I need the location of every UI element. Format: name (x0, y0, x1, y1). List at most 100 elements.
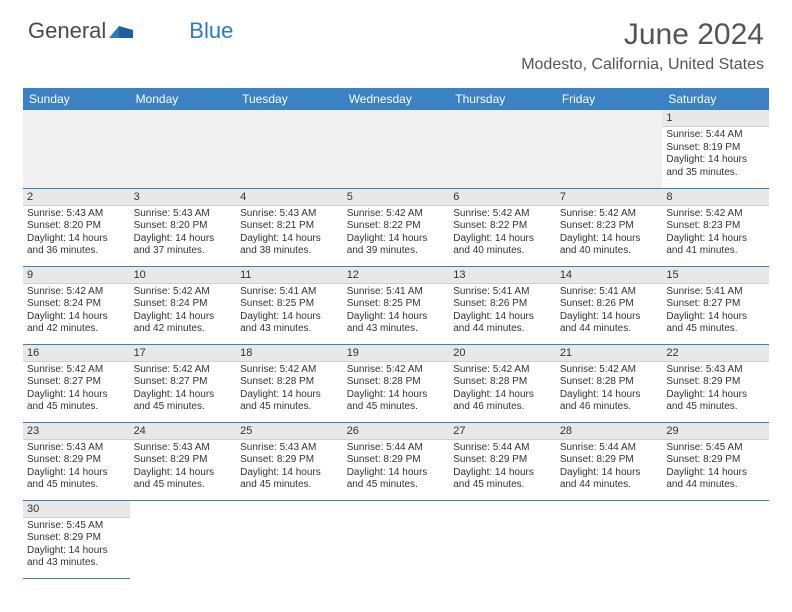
title-block: June 2024 Modesto, California, United St… (521, 18, 764, 74)
calendar-cell: 4Sunrise: 5:43 AMSunset: 8:21 PMDaylight… (236, 188, 343, 266)
day-body: Sunrise: 5:42 AMSunset: 8:24 PMDaylight:… (23, 284, 130, 340)
sunrise-line: Sunrise: 5:42 AM (347, 364, 446, 377)
calendar-cell: 28Sunrise: 5:44 AMSunset: 8:29 PMDayligh… (556, 422, 663, 500)
day-body: Sunrise: 5:42 AMSunset: 8:27 PMDaylight:… (130, 362, 237, 418)
daylight-line: Daylight: 14 hours and 40 minutes. (560, 233, 659, 258)
daylight-line: Daylight: 14 hours and 45 minutes. (240, 389, 339, 414)
sunrise-line: Sunrise: 5:41 AM (347, 286, 446, 299)
sunset-line: Sunset: 8:28 PM (453, 376, 552, 389)
day-body: Sunrise: 5:44 AMSunset: 8:19 PMDaylight:… (662, 127, 769, 183)
calendar-cell (449, 500, 556, 578)
daylight-line: Daylight: 14 hours and 45 minutes. (134, 389, 233, 414)
day-body: Sunrise: 5:45 AMSunset: 8:29 PMDaylight:… (23, 518, 130, 574)
day-body: Sunrise: 5:41 AMSunset: 8:25 PMDaylight:… (236, 284, 343, 340)
sunrise-line: Sunrise: 5:43 AM (666, 364, 765, 377)
calendar-cell: 21Sunrise: 5:42 AMSunset: 8:28 PMDayligh… (556, 344, 663, 422)
calendar-cell: 9Sunrise: 5:42 AMSunset: 8:24 PMDaylight… (23, 266, 130, 344)
day-body: Sunrise: 5:41 AMSunset: 8:26 PMDaylight:… (556, 284, 663, 340)
calendar-cell (556, 110, 663, 188)
daylight-line: Daylight: 14 hours and 43 minutes. (27, 545, 126, 570)
sunrise-line: Sunrise: 5:44 AM (347, 442, 446, 455)
calendar-cell: 19Sunrise: 5:42 AMSunset: 8:28 PMDayligh… (343, 344, 450, 422)
daylight-line: Daylight: 14 hours and 42 minutes. (134, 311, 233, 336)
daylight-line: Daylight: 14 hours and 45 minutes. (347, 467, 446, 492)
day-body: Sunrise: 5:44 AMSunset: 8:29 PMDaylight:… (556, 440, 663, 496)
weekday-header: Friday (556, 88, 663, 110)
day-number: 28 (556, 423, 663, 440)
day-body: Sunrise: 5:43 AMSunset: 8:20 PMDaylight:… (130, 206, 237, 262)
sunrise-line: Sunrise: 5:42 AM (134, 286, 233, 299)
day-body: Sunrise: 5:43 AMSunset: 8:29 PMDaylight:… (130, 440, 237, 496)
sunset-line: Sunset: 8:20 PM (134, 220, 233, 233)
calendar-cell: 26Sunrise: 5:44 AMSunset: 8:29 PMDayligh… (343, 422, 450, 500)
day-number: 14 (556, 267, 663, 284)
day-body: Sunrise: 5:42 AMSunset: 8:23 PMDaylight:… (556, 206, 663, 262)
sunrise-line: Sunrise: 5:45 AM (27, 520, 126, 533)
day-number: 16 (23, 345, 130, 362)
day-number: 3 (130, 189, 237, 206)
day-number: 25 (236, 423, 343, 440)
day-body: Sunrise: 5:42 AMSunset: 8:28 PMDaylight:… (556, 362, 663, 418)
sunrise-line: Sunrise: 5:42 AM (453, 208, 552, 221)
location-text: Modesto, California, United States (521, 56, 764, 74)
calendar-cell: 24Sunrise: 5:43 AMSunset: 8:29 PMDayligh… (130, 422, 237, 500)
calendar-cell: 29Sunrise: 5:45 AMSunset: 8:29 PMDayligh… (662, 422, 769, 500)
daylight-line: Daylight: 14 hours and 41 minutes. (666, 233, 765, 258)
day-body: Sunrise: 5:41 AMSunset: 8:27 PMDaylight:… (662, 284, 769, 340)
sunrise-line: Sunrise: 5:45 AM (666, 442, 765, 455)
sunset-line: Sunset: 8:20 PM (27, 220, 126, 233)
day-number: 30 (23, 501, 130, 518)
daylight-line: Daylight: 14 hours and 39 minutes. (347, 233, 446, 258)
day-number: 7 (556, 189, 663, 206)
day-body: Sunrise: 5:41 AMSunset: 8:26 PMDaylight:… (449, 284, 556, 340)
calendar-cell: 8Sunrise: 5:42 AMSunset: 8:23 PMDaylight… (662, 188, 769, 266)
sunset-line: Sunset: 8:29 PM (134, 454, 233, 467)
calendar-cell: 2Sunrise: 5:43 AMSunset: 8:20 PMDaylight… (23, 188, 130, 266)
daylight-line: Daylight: 14 hours and 35 minutes. (666, 154, 765, 179)
sunset-line: Sunset: 8:27 PM (134, 376, 233, 389)
logo: General Blue (28, 18, 233, 44)
calendar-row: 16Sunrise: 5:42 AMSunset: 8:27 PMDayligh… (23, 344, 769, 422)
day-number: 10 (130, 267, 237, 284)
sunset-line: Sunset: 8:26 PM (560, 298, 659, 311)
daylight-line: Daylight: 14 hours and 37 minutes. (134, 233, 233, 258)
day-number: 13 (449, 267, 556, 284)
sunrise-line: Sunrise: 5:41 AM (453, 286, 552, 299)
day-body: Sunrise: 5:43 AMSunset: 8:29 PMDaylight:… (662, 362, 769, 418)
calendar-cell (130, 110, 237, 188)
day-number: 4 (236, 189, 343, 206)
sunrise-line: Sunrise: 5:44 AM (453, 442, 552, 455)
weekday-header: Tuesday (236, 88, 343, 110)
calendar-cell (556, 500, 663, 578)
daylight-line: Daylight: 14 hours and 44 minutes. (453, 311, 552, 336)
calendar-cell: 27Sunrise: 5:44 AMSunset: 8:29 PMDayligh… (449, 422, 556, 500)
day-number: 29 (662, 423, 769, 440)
calendar-cell: 15Sunrise: 5:41 AMSunset: 8:27 PMDayligh… (662, 266, 769, 344)
sunrise-line: Sunrise: 5:42 AM (27, 364, 126, 377)
weekday-header: Wednesday (343, 88, 450, 110)
daylight-line: Daylight: 14 hours and 45 minutes. (453, 467, 552, 492)
calendar-cell: 3Sunrise: 5:43 AMSunset: 8:20 PMDaylight… (130, 188, 237, 266)
weekday-header: Thursday (449, 88, 556, 110)
sunset-line: Sunset: 8:28 PM (560, 376, 659, 389)
day-number: 20 (449, 345, 556, 362)
sunset-line: Sunset: 8:29 PM (560, 454, 659, 467)
day-number: 18 (236, 345, 343, 362)
sunset-line: Sunset: 8:27 PM (27, 376, 126, 389)
sunset-line: Sunset: 8:22 PM (453, 220, 552, 233)
sunrise-line: Sunrise: 5:42 AM (240, 364, 339, 377)
day-number: 12 (343, 267, 450, 284)
day-number: 8 (662, 189, 769, 206)
day-body: Sunrise: 5:44 AMSunset: 8:29 PMDaylight:… (343, 440, 450, 496)
day-number: 5 (343, 189, 450, 206)
day-number: 23 (23, 423, 130, 440)
daylight-line: Daylight: 14 hours and 44 minutes. (560, 467, 659, 492)
daylight-line: Daylight: 14 hours and 45 minutes. (666, 389, 765, 414)
weekday-header: Sunday (23, 88, 130, 110)
sunrise-line: Sunrise: 5:43 AM (27, 442, 126, 455)
sunrise-line: Sunrise: 5:43 AM (240, 442, 339, 455)
weekday-header: Saturday (662, 88, 769, 110)
sunset-line: Sunset: 8:21 PM (240, 220, 339, 233)
sunrise-line: Sunrise: 5:42 AM (560, 364, 659, 377)
sunset-line: Sunset: 8:24 PM (27, 298, 126, 311)
